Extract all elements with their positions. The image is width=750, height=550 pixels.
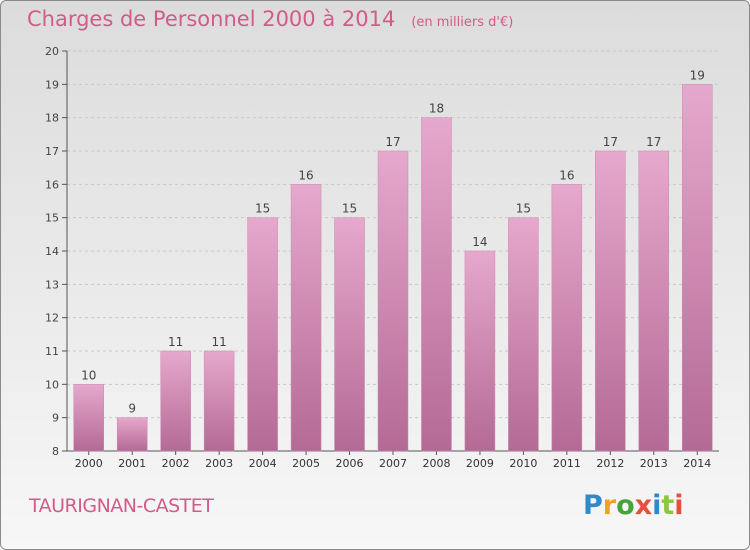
x-tick-label: 2005 [292,457,320,470]
y-tick-label: 19 [45,78,59,91]
y-tick-label: 10 [45,378,59,391]
bar [551,184,583,452]
y-tick-label: 15 [45,212,59,225]
data-label: 10 [81,368,96,382]
x-tick-label: 2012 [596,457,624,470]
chart-unit: (en milliers d'€) [411,15,514,30]
bar [464,250,496,452]
y-tick-label: 8 [52,445,59,458]
logo-letter: x [634,490,653,521]
x-tick-label: 2003 [205,457,233,470]
labels-group: 10 2000 9 2001 11 2002 11 2003 15 2004 16 2005 15 200… [75,68,712,470]
x-tick-label: 2013 [640,457,668,470]
bar [160,350,191,452]
y-tick-label: 18 [45,112,59,125]
x-tick-label: 2009 [466,457,494,470]
y-tick-label: 11 [45,345,59,358]
logo-letter: i [674,490,684,521]
commune-name: TAURIGNAN-CASTET [29,495,214,517]
chart-title: Charges de Personnel 2000 à 2014 (en mill… [27,7,513,31]
bar [421,117,452,452]
bar-chart: 8 9 10 11 12 13 14 15 16 17 18 19 20 10 2000 9 2001 11 20… [45,45,719,470]
data-label: 11 [211,335,226,349]
data-label: 17 [603,135,618,149]
logo-letter: i [652,490,662,521]
logo-letter: P [583,490,603,521]
data-label: 17 [646,135,661,149]
x-tick-label: 2008 [422,457,450,470]
data-label: 15 [255,202,270,216]
x-tick-label: 2004 [249,457,277,470]
y-tick-label: 13 [45,278,59,291]
x-tick-label: 2000 [75,457,103,470]
y-tick-label: 12 [45,312,59,325]
logo-letter: o [616,490,635,521]
bar [290,184,322,452]
data-label: 9 [128,402,136,416]
data-label: 11 [168,335,183,349]
bar [116,417,148,452]
bar [334,217,365,452]
data-label: 15 [342,202,357,216]
bar [638,150,670,452]
data-label: 18 [429,102,444,116]
y-tick-label: 17 [45,145,59,158]
bar [377,150,409,452]
x-tick-label: 2014 [683,457,711,470]
data-label: 17 [385,135,400,149]
x-tick-label: 2007 [379,457,407,470]
x-tick-label: 2010 [509,457,537,470]
bar [73,384,104,452]
data-label: 14 [472,235,487,249]
bars-group [73,84,713,452]
bar [682,84,713,452]
x-tick-label: 2011 [553,457,581,470]
x-tick-label: 2006 [336,457,364,470]
proxiti-logo: Proxiti [583,490,684,521]
logo-letter: r [602,490,617,521]
data-label: 16 [298,168,313,182]
chart-title-text: Charges de Personnel 2000 à 2014 [27,7,396,31]
y-tick-label: 16 [45,178,59,191]
y-tick-label: 20 [45,45,59,58]
bar [508,217,539,452]
bar [203,350,235,452]
data-label: 16 [559,168,574,182]
bar [595,150,626,452]
data-label: 19 [690,68,705,82]
y-tick-label: 9 [52,412,59,425]
x-tick-label: 2001 [118,457,146,470]
bar [247,217,278,452]
data-label: 15 [516,202,531,216]
x-tick-label: 2002 [162,457,190,470]
y-tick-label: 14 [45,245,59,258]
logo-letter: t [661,490,675,521]
